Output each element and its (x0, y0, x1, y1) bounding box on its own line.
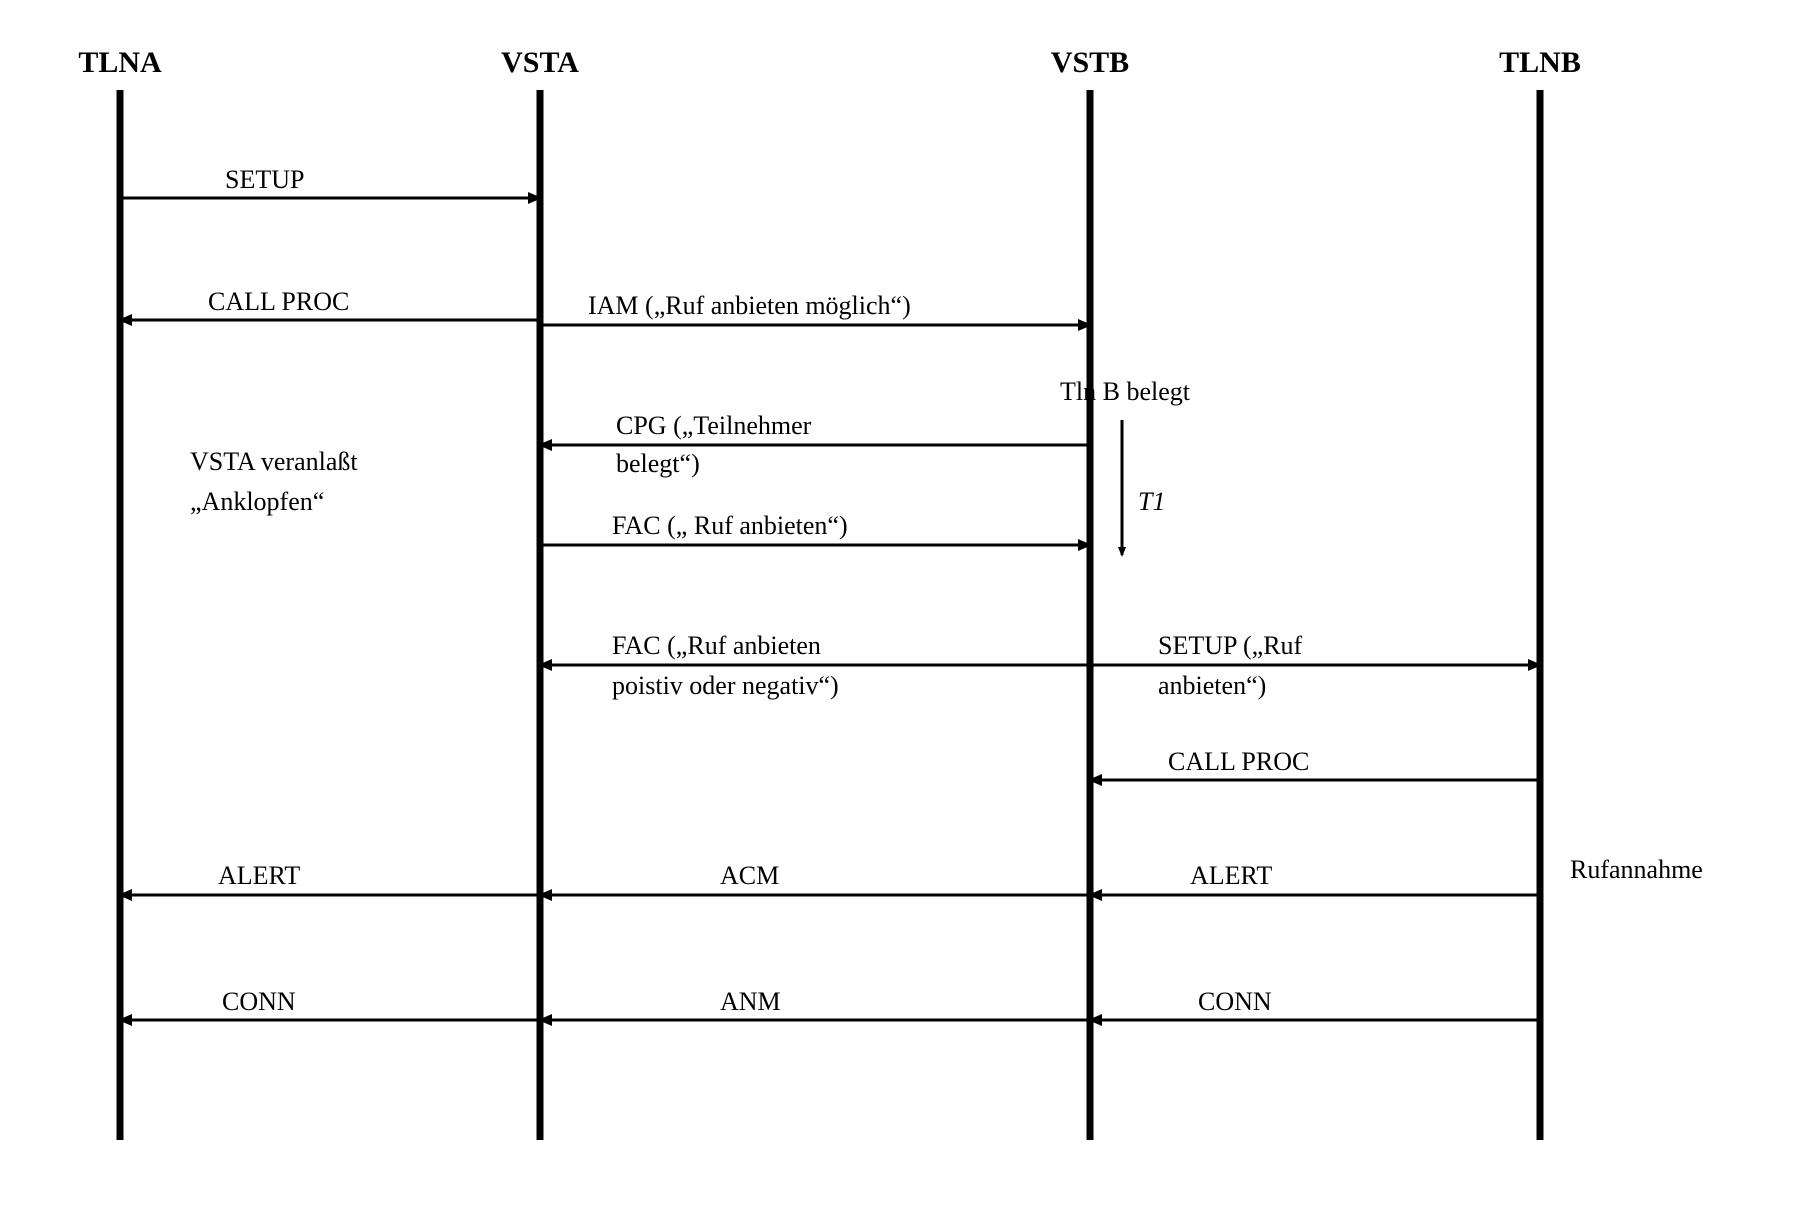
message-label-10: ALERT (1190, 861, 1272, 890)
message-label-3: CPG („Teilnehmer (616, 411, 812, 440)
note-3: Rufannahme (1570, 855, 1703, 884)
notes: Tln B belegt VSTA veranlaßt „Anklopfen“ Ruf… (190, 377, 1703, 884)
message-label-5: FAC („Ruf anbieten (612, 631, 821, 660)
message-label-9: ACM (720, 861, 779, 890)
timer-label: T1 (1138, 487, 1165, 516)
lifeline-label-tlna: TLNA (78, 46, 162, 79)
message-label-8: ALERT (218, 861, 300, 890)
message-label-12: ANM (720, 987, 781, 1016)
sequence-diagram: TLNA VSTA VSTB TLNB SETUP CALL PROC IAM („Ruf… (0, 0, 1806, 1212)
messages: SETUP CALL PROC IAM („Ruf anbieten möglich… (120, 165, 1540, 1020)
lifelines: TLNA VSTA VSTB TLNB (78, 46, 1581, 1140)
lifeline-label-vstb: VSTB (1051, 46, 1129, 79)
message-label-11: CONN (222, 987, 296, 1016)
message-label-1: CALL PROC (208, 287, 349, 316)
message-label-4: FAC („ Ruf anbieten“) (612, 511, 848, 540)
message-label-2: IAM („Ruf anbieten möglich“) (588, 291, 911, 320)
lifeline-label-vsta: VSTA (501, 46, 579, 79)
message-label-3-line2: belegt“) (616, 449, 700, 478)
note-2: „Anklopfen“ (190, 487, 324, 516)
note-0: Tln B belegt (1060, 377, 1191, 406)
note-1: VSTA veranlaßt (190, 447, 358, 476)
message-label-6-line2: anbieten“) (1158, 671, 1266, 700)
message-label-5-line2: poistiv oder negativ“) (612, 671, 839, 700)
timer: T1 (1122, 420, 1165, 555)
message-label-0: SETUP (225, 165, 304, 194)
message-label-7: CALL PROC (1168, 747, 1309, 776)
lifeline-label-tlnb: TLNB (1499, 46, 1581, 79)
message-label-13: CONN (1198, 987, 1272, 1016)
message-label-6: SETUP („Ruf (1158, 631, 1303, 660)
